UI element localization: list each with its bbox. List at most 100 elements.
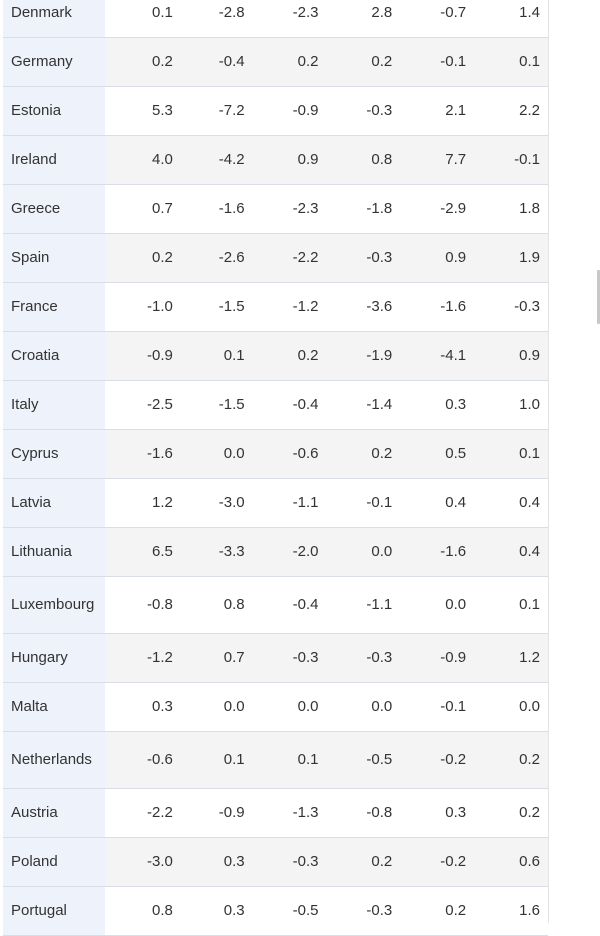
- value-cell: -0.3: [326, 86, 401, 136]
- value-cell: 0.2: [105, 233, 179, 283]
- country-cell: Cyprus: [3, 429, 106, 479]
- value-cell: -0.1: [326, 478, 401, 528]
- value-cell: 2.1: [400, 86, 475, 136]
- scrollbar-track[interactable]: [592, 0, 600, 923]
- value-cell: 0.4: [400, 478, 475, 528]
- table-row: Malta 0.3 0.0 0.0 0.0 -0.1 0.0: [3, 682, 548, 732]
- table-row: Croatia -0.9 0.1 0.2 -1.9 -4.1 0.9: [3, 331, 548, 381]
- value-cell: -0.9: [105, 331, 179, 381]
- table-row: Germany 0.2 -0.4 0.2 0.2 -0.1 0.1: [3, 37, 548, 87]
- value-cell: -3.3: [178, 527, 253, 577]
- table-row: France -1.0 -1.5 -1.2 -3.6 -1.6 -0.3: [3, 282, 548, 332]
- value-cell: -2.0: [252, 527, 327, 577]
- value-cell: -0.2: [400, 837, 475, 887]
- country-cell: Denmark: [3, 0, 106, 38]
- table-row: Estonia 5.3 -7.2 -0.9 -0.3 2.1 2.2: [3, 86, 548, 136]
- value-cell: 0.0: [178, 682, 253, 732]
- country-cell: Luxembourg: [3, 576, 106, 634]
- value-cell: 1.2: [474, 633, 548, 683]
- value-cell: 0.2: [474, 788, 548, 838]
- table-row: Lithuania 6.5 -3.3 -2.0 0.0 -1.6 0.4: [3, 527, 548, 577]
- value-cell: -0.7: [400, 0, 475, 38]
- value-cell: 1.0: [474, 380, 548, 430]
- table-row: Poland -3.0 0.3 -0.3 0.2 -0.2 0.6: [3, 837, 548, 887]
- value-cell: -1.1: [326, 576, 401, 634]
- country-cell: Latvia: [3, 478, 106, 528]
- value-cell: 0.0: [474, 682, 548, 732]
- table-body: Denmark 0.1 -2.8 -2.3 2.8 -0.7 1.4 Germany 0.2 -0…: [3, 0, 548, 936]
- value-cell: 0.4: [474, 478, 548, 528]
- value-cell: -2.8: [178, 0, 253, 38]
- value-cell: 7.7: [400, 135, 475, 185]
- table-row: Austria -2.2 -0.9 -1.3 -0.8 0.3 0.2: [3, 788, 548, 838]
- table-row: Latvia 1.2 -3.0 -1.1 -0.1 0.4 0.4: [3, 478, 548, 528]
- table-row: Italy -2.5 -1.5 -0.4 -1.4 0.3 1.0: [3, 380, 548, 430]
- country-cell: Greece: [3, 184, 106, 234]
- value-cell: 0.0: [178, 429, 253, 479]
- value-cell: -0.3: [252, 837, 327, 887]
- value-cell: -0.1: [400, 37, 475, 87]
- value-cell: -0.3: [326, 633, 401, 683]
- value-cell: 0.9: [474, 331, 548, 381]
- value-cell: -0.3: [326, 886, 401, 936]
- table-row: Denmark 0.1 -2.8 -2.3 2.8 -0.7 1.4: [3, 0, 548, 38]
- value-cell: -0.2: [400, 731, 475, 789]
- value-cell: 0.3: [178, 837, 253, 887]
- value-cell: -1.0: [105, 282, 179, 332]
- table-row: Spain 0.2 -2.6 -2.2 -0.3 0.9 1.9: [3, 233, 548, 283]
- value-cell: 1.9: [474, 233, 548, 283]
- value-cell: 0.0: [252, 682, 327, 732]
- value-cell: -3.6: [326, 282, 401, 332]
- value-cell: -1.8: [326, 184, 401, 234]
- value-cell: 5.3: [105, 86, 179, 136]
- table-row: Hungary -1.2 0.7 -0.3 -0.3 -0.9 1.2: [3, 633, 548, 683]
- value-cell: -3.0: [105, 837, 179, 887]
- value-cell: 2.2: [474, 86, 548, 136]
- value-cell: -0.4: [252, 380, 327, 430]
- value-cell: -1.6: [400, 282, 475, 332]
- country-cell: France: [3, 282, 106, 332]
- value-cell: 0.2: [326, 837, 401, 887]
- value-cell: -0.6: [105, 731, 179, 789]
- value-cell: -0.5: [252, 886, 327, 936]
- value-cell: 2.8: [326, 0, 401, 38]
- value-cell: -1.6: [400, 527, 475, 577]
- value-cell: 0.2: [474, 731, 548, 789]
- value-cell: 0.5: [400, 429, 475, 479]
- value-cell: -0.3: [326, 233, 401, 283]
- value-cell: 6.5: [105, 527, 179, 577]
- value-cell: 0.2: [326, 37, 401, 87]
- value-cell: -0.5: [326, 731, 401, 789]
- value-cell: -2.3: [252, 184, 327, 234]
- value-cell: -0.3: [474, 282, 548, 332]
- data-table: Denmark 0.1 -2.8 -2.3 2.8 -0.7 1.4 Germany 0.2 -0…: [3, 0, 548, 936]
- value-cell: -0.4: [252, 576, 327, 634]
- value-cell: 0.1: [105, 0, 179, 38]
- value-cell: 0.3: [105, 682, 179, 732]
- country-cell: Malta: [3, 682, 106, 732]
- table-row: Greece 0.7 -1.6 -2.3 -1.8 -2.9 1.8: [3, 184, 548, 234]
- scrollbar-thumb[interactable]: [597, 270, 600, 324]
- table-right-edge: [548, 0, 549, 923]
- value-cell: 0.0: [326, 527, 401, 577]
- value-cell: 0.8: [178, 576, 253, 634]
- value-cell: -0.1: [400, 682, 475, 732]
- table-row: Luxembourg -0.8 0.8 -0.4 -1.1 0.0 0.1: [3, 576, 548, 634]
- value-cell: -1.2: [105, 633, 179, 683]
- table-row: Portugal 0.8 0.3 -0.5 -0.3 0.2 1.6: [3, 886, 548, 936]
- value-cell: 1.4: [474, 0, 548, 38]
- value-cell: -0.1: [474, 135, 548, 185]
- country-cell: Spain: [3, 233, 106, 283]
- country-cell: Hungary: [3, 633, 106, 683]
- value-cell: -2.2: [105, 788, 179, 838]
- value-cell: -1.6: [178, 184, 253, 234]
- value-cell: 0.2: [252, 37, 327, 87]
- country-cell: Croatia: [3, 331, 106, 381]
- value-cell: -1.5: [178, 380, 253, 430]
- value-cell: 0.0: [400, 576, 475, 634]
- value-cell: 0.0: [326, 682, 401, 732]
- table-row: Ireland 4.0 -4.2 0.9 0.8 7.7 -0.1: [3, 135, 548, 185]
- value-cell: 0.1: [252, 731, 327, 789]
- value-cell: 0.2: [326, 429, 401, 479]
- value-cell: 0.2: [105, 37, 179, 87]
